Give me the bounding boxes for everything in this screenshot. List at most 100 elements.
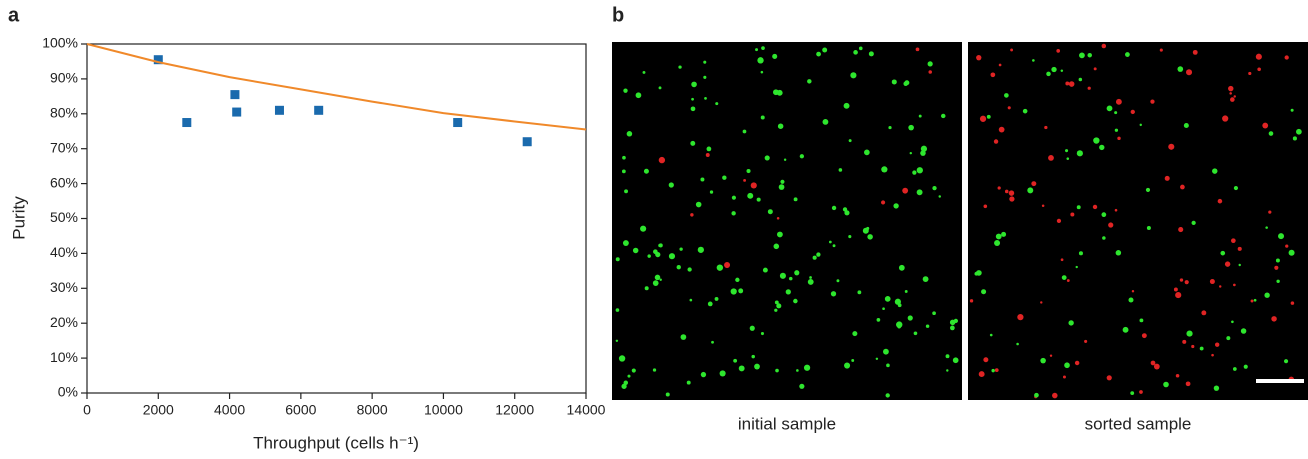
cell-dot	[1150, 360, 1156, 366]
cell-dot	[998, 126, 1005, 133]
cell-dot	[793, 197, 798, 202]
cell-dot	[1226, 336, 1231, 341]
cell-dot	[881, 166, 888, 173]
cell-dot	[876, 318, 881, 322]
cell-dot	[1274, 265, 1279, 270]
cell-dot	[1084, 339, 1088, 343]
cell-dot	[908, 124, 914, 131]
cell-dot	[1070, 212, 1075, 217]
cell-dot	[1114, 208, 1118, 212]
cell-dot	[1237, 246, 1242, 251]
image-sorted	[968, 42, 1308, 400]
cell-dot	[1052, 392, 1058, 399]
data-point	[274, 105, 284, 115]
cell-dot	[986, 114, 991, 119]
cell-dot	[1115, 250, 1122, 256]
fit-line	[86, 43, 587, 131]
cell-dot	[697, 246, 704, 253]
cell-dot	[1099, 144, 1105, 151]
cell-dot	[1253, 298, 1257, 302]
cell-dot	[867, 234, 873, 240]
cell-dot	[920, 150, 926, 156]
cell-dot	[1087, 52, 1092, 58]
cell-dot	[884, 296, 891, 302]
cell-dot	[946, 369, 949, 372]
x-tick-label: 10000	[424, 402, 463, 418]
cell-dot	[1130, 391, 1135, 396]
cell-dot	[774, 308, 778, 312]
y-tick-label: 70%	[50, 139, 78, 155]
cell-dot	[749, 325, 755, 331]
cell-dot	[704, 96, 707, 100]
cell-dot	[1065, 149, 1069, 153]
cell-dot	[1233, 283, 1236, 287]
cell-dot	[724, 262, 731, 269]
cell-dot	[1248, 71, 1252, 76]
cell-dot	[807, 79, 812, 84]
cell-dot	[838, 168, 843, 172]
cell-dot	[1079, 52, 1085, 59]
cell-dot	[902, 187, 909, 194]
cell-dot	[690, 106, 696, 112]
cell-dot	[642, 70, 646, 74]
cell-dot	[709, 190, 714, 194]
cell-dot	[707, 301, 713, 307]
cell-dot	[703, 75, 707, 79]
cell-dot	[690, 140, 696, 146]
cell-dot	[659, 278, 662, 281]
cell-dot	[925, 324, 930, 328]
cell-dot	[1257, 67, 1261, 72]
cell-dot	[1209, 279, 1215, 285]
cell-dot	[1180, 184, 1185, 190]
cell-dot	[848, 235, 852, 239]
cell-dot	[1044, 125, 1048, 130]
cell-dot	[1034, 392, 1039, 398]
cell-dot	[816, 252, 821, 257]
cell-dot	[1128, 297, 1134, 303]
cell-dot	[949, 319, 956, 326]
cell-dot	[862, 227, 869, 234]
cell-dot	[743, 178, 747, 182]
cell-dot	[831, 205, 837, 211]
cell-dot	[816, 51, 821, 57]
cell-dot	[993, 139, 999, 144]
cell-dot	[711, 340, 714, 344]
cell-dot	[864, 149, 870, 156]
cell-dot	[1201, 310, 1207, 316]
cell-dot	[1150, 99, 1155, 104]
cell-dot	[652, 280, 659, 287]
cell-dot	[621, 169, 626, 174]
y-tick-label: 80%	[50, 105, 78, 121]
panel-label: a	[8, 4, 20, 26]
cell-dot	[691, 81, 697, 88]
cell-dot	[1238, 263, 1241, 267]
cell-dot	[780, 179, 785, 184]
cell-dot	[796, 369, 799, 372]
cell-dot	[894, 298, 901, 305]
cell-dot	[755, 48, 759, 52]
cell-dot	[875, 357, 879, 361]
cell-dot	[1220, 250, 1226, 256]
cell-dot	[1074, 360, 1080, 366]
cell-dot	[1076, 150, 1083, 157]
cell-dot	[1284, 55, 1289, 60]
cell-dot	[778, 184, 785, 190]
x-tick-label: 6000	[285, 402, 316, 418]
cell-dot	[715, 102, 719, 106]
cell-dot	[647, 254, 651, 258]
cell-dot	[998, 63, 1002, 67]
cell-dot	[632, 247, 639, 254]
cell-dot	[1232, 367, 1237, 371]
cell-dot	[668, 253, 676, 260]
cell-dot	[754, 363, 760, 370]
cell-dot	[883, 348, 889, 355]
cell-dot	[848, 139, 852, 143]
cell-dot	[1101, 212, 1107, 218]
cell-dot	[1255, 53, 1262, 60]
cell-dot	[1278, 233, 1285, 240]
cell-dot	[1064, 362, 1070, 369]
cell-dot	[983, 204, 988, 209]
cell-dot	[644, 286, 649, 291]
cell-dot	[1175, 292, 1182, 299]
cell-dot	[1066, 157, 1070, 160]
